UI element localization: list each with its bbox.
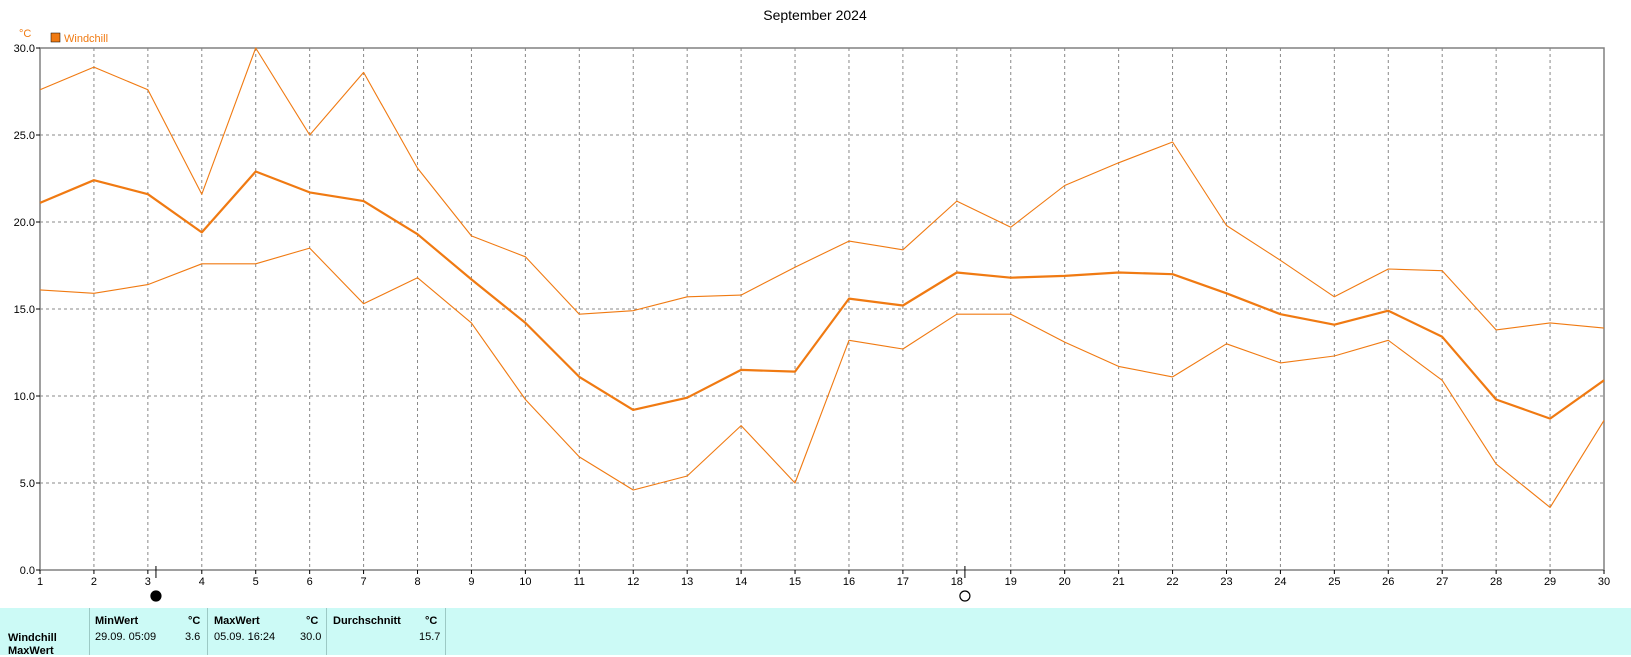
y-tick-label: 25.0 xyxy=(14,130,35,142)
x-tick-label: 22 xyxy=(1166,576,1178,588)
x-tick-label: 14 xyxy=(735,576,747,588)
x-tick-label: 18 xyxy=(951,576,963,588)
y-tick-label: 20.0 xyxy=(14,217,35,229)
x-tick-label: 10 xyxy=(519,576,531,588)
y-tick-label: 10.0 xyxy=(14,391,35,403)
row-label-maxwert: MaxWert xyxy=(8,645,54,657)
legend-label: Windchill xyxy=(64,33,108,45)
y-tick-label: 0.0 xyxy=(20,565,35,577)
x-tick-label: 1 xyxy=(37,576,43,588)
max-time: 05.09. 16:24 xyxy=(214,631,275,643)
y-axis-unit: °C xyxy=(19,28,31,40)
chart-title: September 2024 xyxy=(763,7,867,23)
max-header: MaxWert xyxy=(214,615,260,627)
avg-value: 15.7 xyxy=(419,631,440,643)
x-tick-label: 7 xyxy=(361,576,367,588)
series-line-min xyxy=(40,248,1604,507)
y-tick-label: 5.0 xyxy=(20,478,35,490)
min-header: MinWert xyxy=(95,615,138,627)
x-tick-label: 29 xyxy=(1544,576,1556,588)
x-tick-label: 23 xyxy=(1220,576,1232,588)
min-value: 3.6 xyxy=(185,631,200,643)
series-lines xyxy=(40,48,1604,507)
y-axis: 0.0 5.0 10.0 15.0 20.0 25.0 30.0 xyxy=(14,43,40,577)
avg-header: Durchschnitt xyxy=(333,615,401,627)
x-tick-label: 26 xyxy=(1382,576,1394,588)
y-tick-label: 15.0 xyxy=(14,304,35,316)
new-moon-icon xyxy=(151,591,161,601)
min-time: 29.09. 05:09 xyxy=(95,631,156,643)
legend-swatch xyxy=(51,33,60,42)
avg-unit: °C xyxy=(425,615,437,627)
y-tick-label: 30.0 xyxy=(14,43,35,55)
max-unit: °C xyxy=(306,615,318,627)
x-tick-label: 8 xyxy=(414,576,420,588)
x-tick-label: 12 xyxy=(627,576,639,588)
x-tick-label: 3 xyxy=(145,576,151,588)
x-tick-label: 11 xyxy=(574,576,585,588)
x-tick-label: 21 xyxy=(1112,576,1124,588)
x-tick-label: 17 xyxy=(897,576,909,588)
x-tick-label: 16 xyxy=(843,576,855,588)
x-tick-label: 6 xyxy=(307,576,313,588)
x-tick-label: 13 xyxy=(681,576,693,588)
x-tick-label: 20 xyxy=(1059,576,1071,588)
x-tick-label: 28 xyxy=(1490,576,1502,588)
min-unit: °C xyxy=(188,615,200,627)
x-tick-label: 4 xyxy=(199,576,205,588)
x-tick-label: 2 xyxy=(91,576,97,588)
x-tick-label: 25 xyxy=(1328,576,1340,588)
series-line-avg xyxy=(40,172,1604,419)
windchill-chart: September 2024 °C Windchill 0.05.010.015… xyxy=(0,0,1631,608)
x-tick-label: 15 xyxy=(789,576,801,588)
statistics-panel: MinWert °C MaxWert °C Durchschnitt °C Wi… xyxy=(0,608,1631,655)
grid-lines xyxy=(40,48,1604,570)
full-moon-icon xyxy=(960,591,970,601)
x-tick-label: 30 xyxy=(1598,576,1610,588)
x-tick-label: 19 xyxy=(1005,576,1017,588)
series-line-max xyxy=(40,48,1604,330)
x-tick-label: 9 xyxy=(468,576,474,588)
max-value: 30.0 xyxy=(300,631,321,643)
row-label-windchill: Windchill xyxy=(8,632,57,644)
x-tick-label: 24 xyxy=(1274,576,1286,588)
x-tick-label: 5 xyxy=(253,576,259,588)
x-tick-label: 27 xyxy=(1436,576,1448,588)
